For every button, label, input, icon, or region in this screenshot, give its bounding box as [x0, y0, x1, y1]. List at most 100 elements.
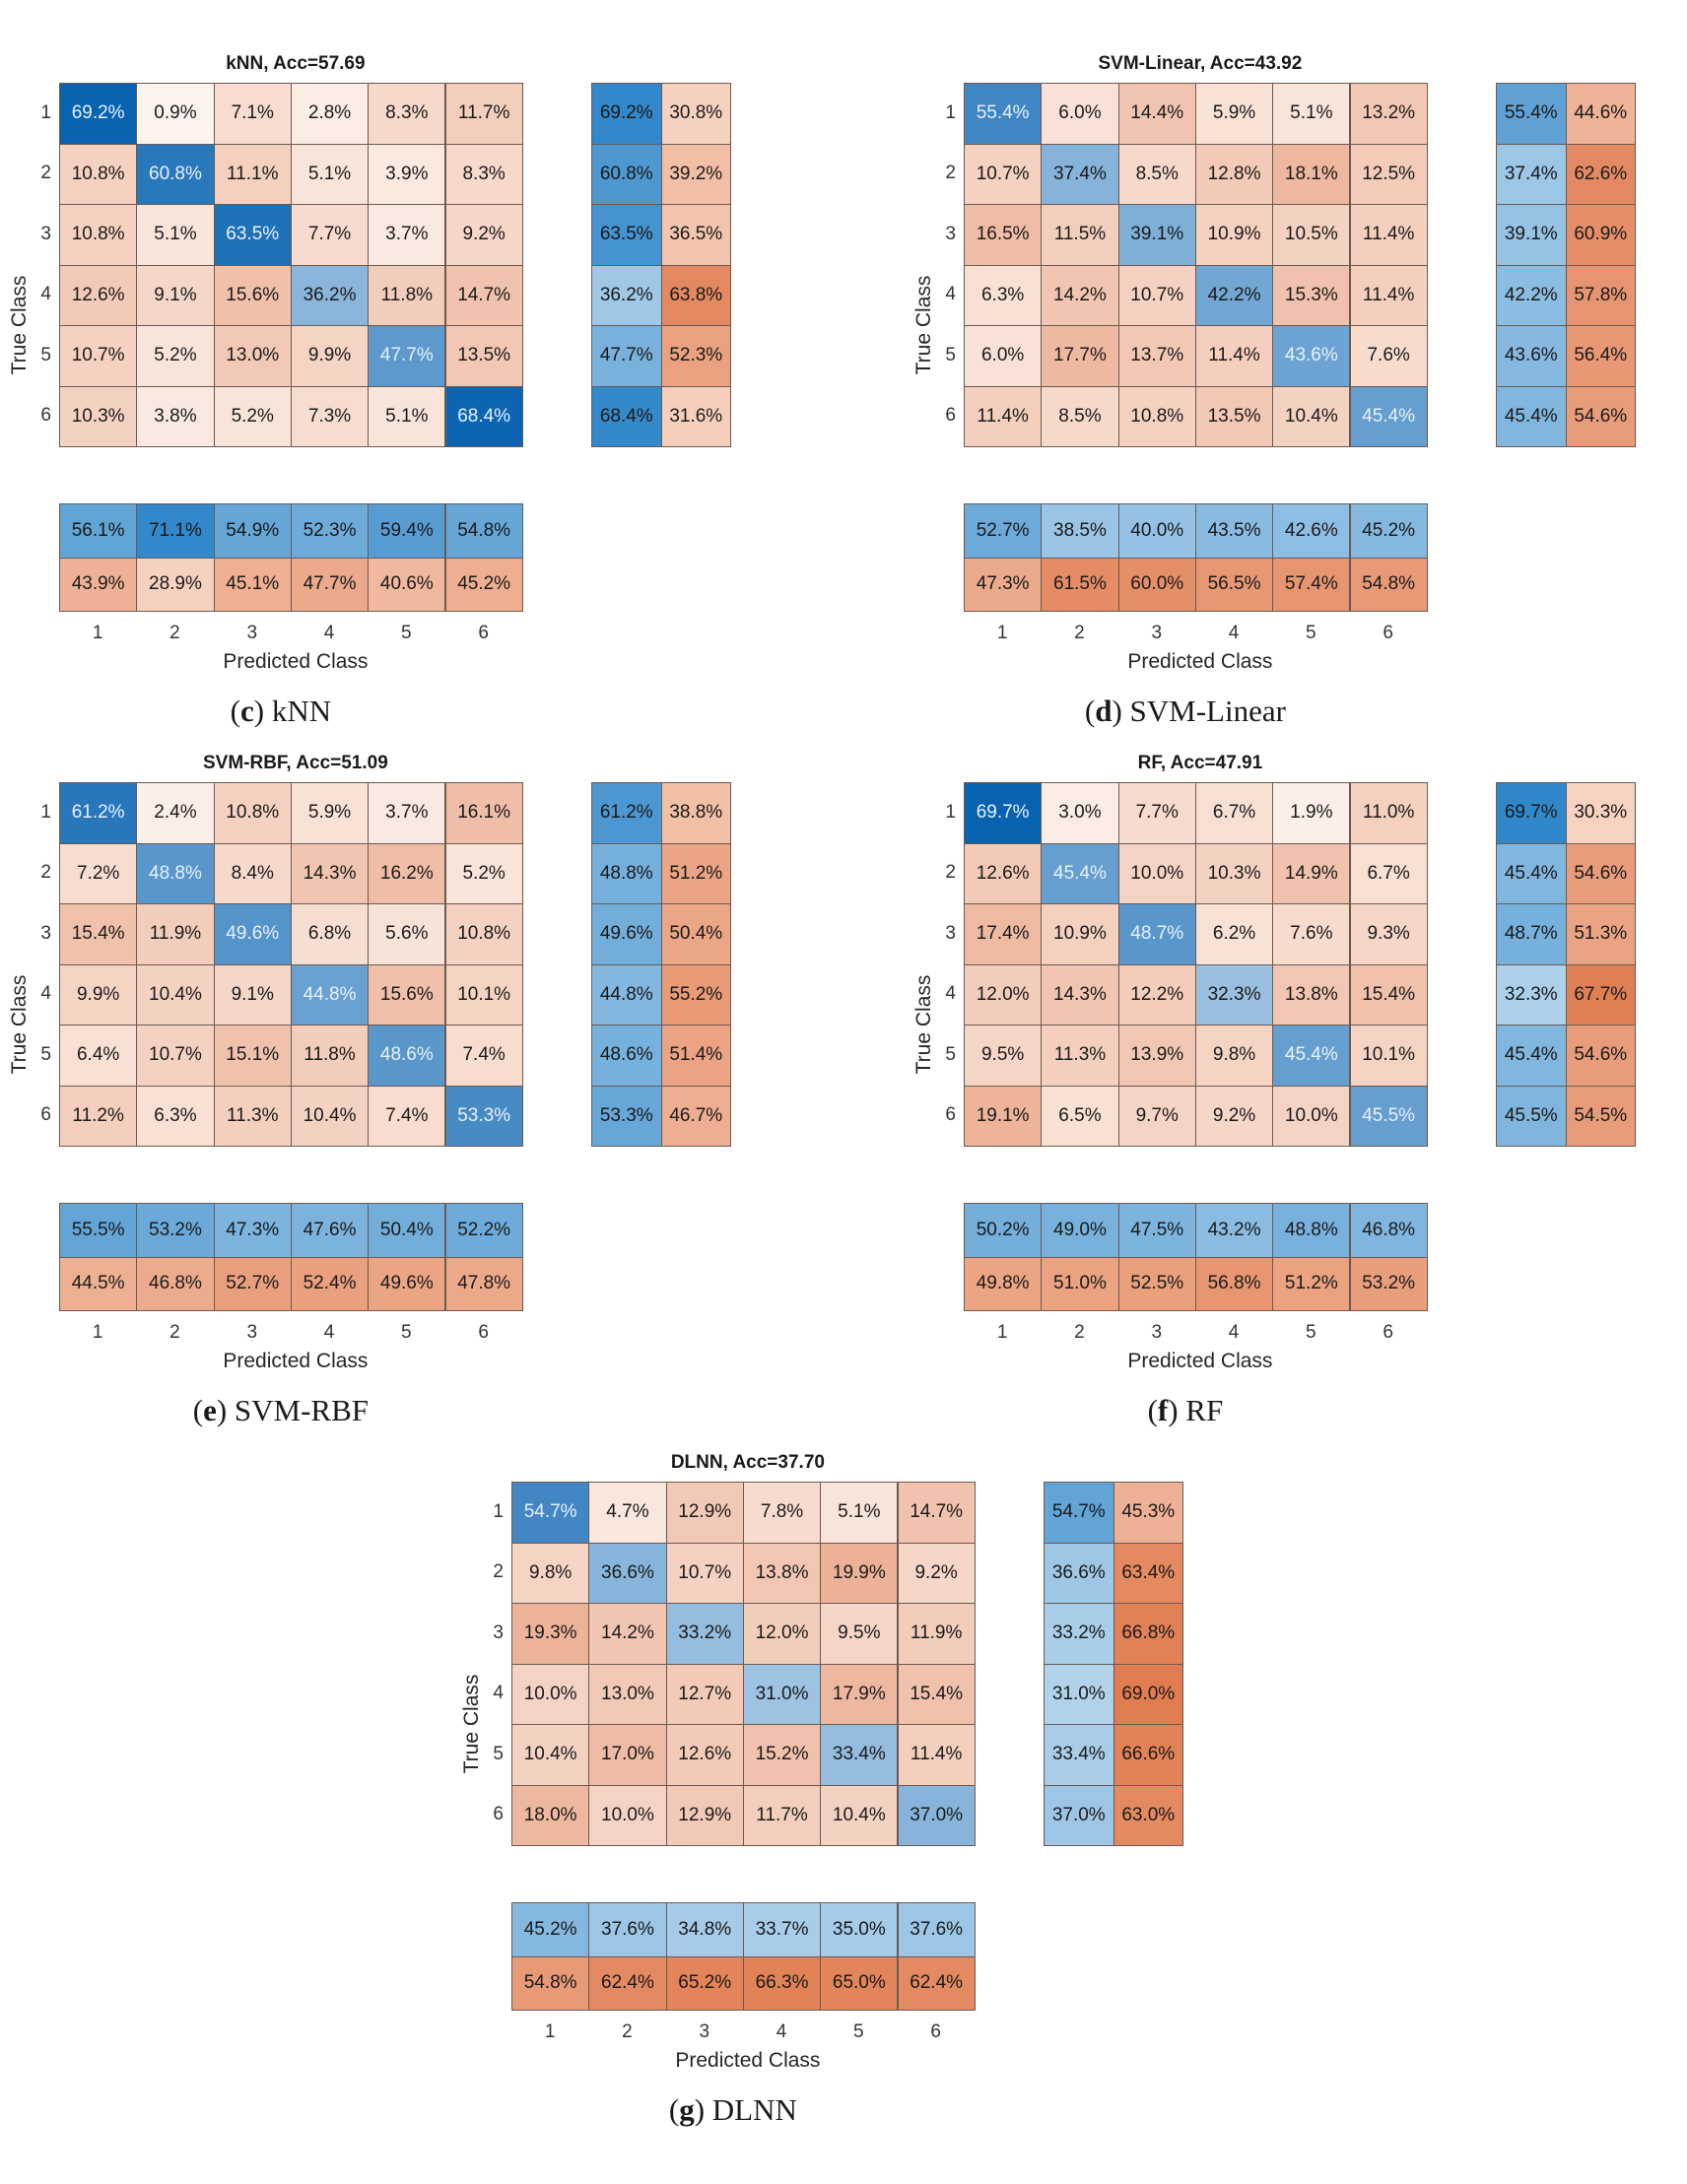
- matrix-cell-correct: 55.4%: [964, 83, 1043, 145]
- column-summary-correct: 55.5%: [59, 1203, 138, 1258]
- matrix-cell-error: 10.0%: [511, 1663, 590, 1725]
- matrix-cell-error: 19.9%: [820, 1542, 899, 1604]
- matrix-cell-error: 9.3%: [1349, 903, 1428, 965]
- x-tick-label: 6: [1383, 1322, 1393, 1343]
- row-tick-label: 5: [40, 1043, 51, 1065]
- row-summary-correct: 42.2%: [1496, 264, 1567, 326]
- row-summary-correct: 48.8%: [591, 842, 662, 904]
- matrix-cell-error: 5.9%: [290, 782, 370, 844]
- row-summary-correct: 45.4%: [1496, 842, 1567, 904]
- row-summary-correct: 53.3%: [591, 1085, 662, 1147]
- row-summary-error: 44.6%: [1565, 83, 1636, 145]
- column-summary-error: 62.4%: [897, 1955, 976, 2011]
- row-summary-correct: 69.2%: [591, 83, 662, 145]
- matrix-cell-error: 8.3%: [444, 143, 523, 205]
- column-summary-correct: 47.6%: [290, 1203, 370, 1258]
- x-tick-label: 4: [323, 1322, 335, 1343]
- matrix-cell-error: 16.5%: [964, 204, 1043, 266]
- matrix-cell-error: 10.9%: [1194, 204, 1274, 266]
- column-summary-error: 65.0%: [820, 1955, 899, 2011]
- column-summary-correct: 38.5%: [1041, 503, 1119, 559]
- matrix-cell-error: 12.9%: [665, 1482, 744, 1544]
- x-axis-label: Predicted Class: [675, 2049, 821, 2072]
- column-summary-correct: 50.4%: [368, 1203, 446, 1258]
- x-tick-label: 5: [401, 1322, 412, 1343]
- row-summary-correct: 45.5%: [1496, 1085, 1567, 1147]
- caption-letter: f: [1157, 1393, 1169, 1427]
- matrix-cell-error: 10.1%: [1349, 1025, 1428, 1087]
- row-summary-error: 55.2%: [660, 963, 731, 1026]
- matrix-cell-error: 14.2%: [1041, 264, 1119, 326]
- matrix-cell-error: 15.4%: [897, 1663, 976, 1725]
- matrix-cell-error: 11.4%: [897, 1724, 976, 1786]
- x-tick-label: 2: [169, 623, 180, 643]
- matrix-cell-error: 15.1%: [213, 1025, 292, 1087]
- row-tick-label: 2: [40, 862, 51, 884]
- row-summary-error: 54.6%: [1565, 842, 1636, 904]
- matrix-cell-correct: 53.3%: [444, 1085, 523, 1147]
- row-summary-correct: 33.2%: [1044, 1603, 1114, 1665]
- x-tick-label: 4: [1228, 1322, 1240, 1343]
- column-summary-correct: 42.6%: [1272, 503, 1351, 559]
- row-tick-label: 3: [945, 922, 956, 944]
- row-summary-correct: 39.1%: [1496, 204, 1567, 266]
- y-axis-label: True Class: [460, 1674, 483, 1774]
- matrix-cell-error: 10.7%: [964, 143, 1043, 205]
- matrix-cell-error: 12.9%: [665, 1784, 744, 1846]
- matrix-cell-error: 7.3%: [290, 385, 370, 447]
- matrix-cell-error: 14.4%: [1117, 83, 1196, 145]
- matrix-cell-error: 14.7%: [444, 264, 523, 326]
- row-tick-label: 5: [945, 1043, 956, 1065]
- matrix-cell-error: 7.4%: [368, 1085, 446, 1147]
- panel-caption: (c) kNN: [230, 694, 332, 728]
- column-summary-error: 61.5%: [1041, 557, 1119, 612]
- column-summary-error: 65.2%: [665, 1955, 744, 2011]
- column-summary-correct: 33.7%: [742, 1902, 822, 1957]
- matrix-cell-correct: 61.2%: [59, 782, 138, 844]
- row-summary-correct: 60.8%: [591, 143, 662, 205]
- row-summary-correct: 37.4%: [1496, 143, 1567, 205]
- matrix-cell-error: 15.4%: [59, 903, 138, 965]
- matrix-cell-error: 3.8%: [136, 385, 215, 447]
- matrix-cell-error: 6.3%: [136, 1085, 215, 1147]
- matrix-cell-error: 13.0%: [213, 325, 292, 387]
- matrix-cell-error: 12.8%: [1194, 143, 1274, 205]
- matrix-cell-error: 18.1%: [1272, 143, 1351, 205]
- matrix-cell-error: 2.4%: [136, 782, 215, 844]
- row-summary-correct: 54.7%: [1044, 1482, 1114, 1544]
- column-summary-error: 51.2%: [1272, 1256, 1351, 1311]
- matrix-cell-error: 10.9%: [1041, 903, 1119, 965]
- matrix-cell-error: 12.6%: [59, 264, 138, 326]
- panel-caption: (g) DLNN: [668, 2092, 797, 2127]
- column-summary-correct: 52.2%: [444, 1203, 523, 1258]
- matrix-cell-error: 1.9%: [1272, 782, 1351, 844]
- matrix-cell-error: 9.9%: [59, 963, 138, 1026]
- row-tick-label: 1: [40, 801, 51, 823]
- matrix-cell-error: 10.4%: [136, 963, 215, 1026]
- row-tick-label: 4: [40, 983, 51, 1005]
- matrix-cell-error: 11.4%: [964, 385, 1043, 447]
- row-tick-label: 1: [945, 801, 956, 823]
- matrix-cell-error: 6.0%: [964, 325, 1043, 387]
- row-summary-error: 66.6%: [1113, 1724, 1183, 1786]
- matrix-cell-error: 13.2%: [1349, 83, 1428, 145]
- panel-title: DLNN, Acc=37.70: [670, 1452, 825, 1473]
- x-tick-label: 6: [478, 623, 489, 643]
- column-summary-correct: 54.9%: [213, 503, 292, 559]
- column-summary-error: 43.9%: [59, 557, 138, 612]
- x-tick-label: 3: [699, 2021, 710, 2042]
- matrix-cell-error: 15.6%: [213, 264, 292, 326]
- column-summary-correct: 34.8%: [665, 1902, 744, 1957]
- caption-name: SVM-RBF: [234, 1393, 370, 1427]
- x-tick-label: 2: [169, 1322, 180, 1343]
- row-summary-error: 60.9%: [1565, 204, 1636, 266]
- row-summary-error: 50.4%: [660, 903, 731, 965]
- matrix-cell-error: 13.0%: [588, 1663, 667, 1725]
- matrix-cell-error: 11.2%: [59, 1085, 138, 1147]
- row-tick-label: 4: [40, 284, 51, 305]
- matrix-cell-error: 11.9%: [136, 903, 215, 965]
- matrix-cell-error: 10.4%: [820, 1784, 899, 1846]
- x-tick-label: 5: [853, 2021, 864, 2042]
- column-summary-error: 40.6%: [368, 557, 446, 612]
- matrix-cell-error: 8.3%: [368, 83, 446, 145]
